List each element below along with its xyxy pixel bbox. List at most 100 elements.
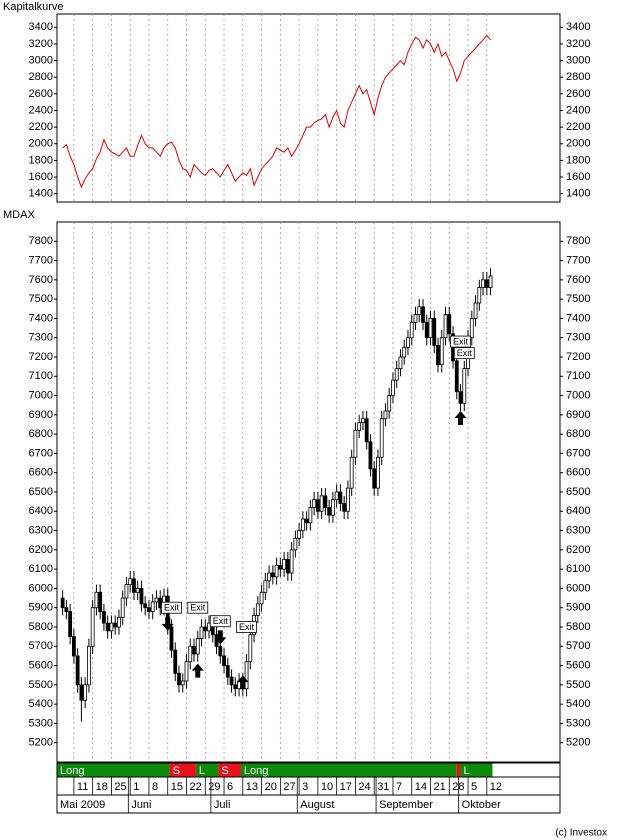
candle-body xyxy=(255,603,260,616)
candle-body xyxy=(342,503,347,512)
candle-body xyxy=(402,346,407,358)
y-tick-label-right: 7300 xyxy=(566,332,590,344)
candle-body xyxy=(409,321,414,339)
y-tick-label-right: 5400 xyxy=(566,698,590,710)
signal-arrow xyxy=(454,411,467,425)
candle-body xyxy=(315,499,320,512)
y-tick-label: 6900 xyxy=(29,409,53,421)
y-tick-label: 5300 xyxy=(29,717,53,729)
position-segment xyxy=(57,763,170,777)
candle-body xyxy=(199,626,204,639)
y-tick-label-right: 2000 xyxy=(566,138,590,150)
position-segment xyxy=(240,763,457,777)
candle-body xyxy=(180,680,185,686)
candle-body xyxy=(383,410,388,420)
y-tick-label-right: 5600 xyxy=(566,659,590,671)
candle-body xyxy=(379,418,384,458)
x-tick-label: 7 xyxy=(396,781,402,793)
candle-body xyxy=(398,356,403,369)
y-tick-label-right: 3200 xyxy=(566,38,590,50)
y-tick-label: 7000 xyxy=(29,389,53,401)
candle-body xyxy=(319,495,324,512)
candle-body xyxy=(244,661,249,690)
candle-body xyxy=(488,275,493,288)
candle-body xyxy=(113,622,118,628)
y-tick-label: 7100 xyxy=(29,370,53,382)
x-tick-label: 21 xyxy=(433,781,445,793)
month-label: September xyxy=(379,799,433,811)
candle-body xyxy=(225,665,230,678)
position-segment xyxy=(218,763,241,777)
candle-body xyxy=(192,645,196,655)
candle-body xyxy=(484,279,489,288)
x-tick-label: 17 xyxy=(340,781,352,793)
x-tick-label: 25 xyxy=(114,781,126,793)
candle-body xyxy=(469,318,474,339)
y-tick-label-right: 6300 xyxy=(566,524,590,536)
candle-body xyxy=(330,499,335,516)
candle-body xyxy=(248,634,253,663)
exit-box xyxy=(236,621,257,633)
y-tick-label: 2200 xyxy=(29,121,53,133)
chart-title: MDAX xyxy=(3,209,35,221)
candle-body xyxy=(368,441,373,470)
y-tick-label: 6400 xyxy=(29,505,53,517)
y-tick-label-right: 2400 xyxy=(566,104,590,116)
candle-body xyxy=(376,456,380,489)
y-tick-label: 7300 xyxy=(29,332,53,344)
position-label: L xyxy=(464,765,470,777)
month-label: August xyxy=(300,799,334,811)
candle-body xyxy=(357,422,362,431)
x-tick-label: 15 xyxy=(171,781,183,793)
candle-body xyxy=(473,302,478,319)
position-segment xyxy=(195,763,219,777)
candle-body xyxy=(432,318,437,346)
candle-body xyxy=(87,645,91,686)
y-tick-label: 6000 xyxy=(29,582,53,594)
candle-body xyxy=(372,468,377,489)
exit-box xyxy=(209,615,231,628)
y-tick-label: 2800 xyxy=(29,71,53,83)
y-tick-label: 3400 xyxy=(29,21,53,33)
position-segment xyxy=(169,763,196,777)
y-tick-label-right: 5900 xyxy=(566,602,590,614)
y-tick-label-right: 7700 xyxy=(566,254,590,266)
y-tick-label: 5700 xyxy=(29,640,53,652)
equity-line xyxy=(62,34,491,189)
candle-body xyxy=(436,345,440,366)
candle-body xyxy=(117,616,121,628)
position-segment xyxy=(456,763,461,777)
candle-body xyxy=(394,368,399,381)
y-tick-label-right: 6900 xyxy=(566,409,590,421)
y-tick-label-right: 3000 xyxy=(566,54,590,66)
signal-arrow xyxy=(161,616,174,631)
y-tick-label-right: 5300 xyxy=(566,717,590,729)
y-tick-label: 1800 xyxy=(29,154,53,166)
candle-body xyxy=(304,518,309,524)
month-label: Juni xyxy=(131,799,151,811)
candle-body xyxy=(229,676,234,686)
copyright: (c) Investox xyxy=(555,828,607,839)
candle-body xyxy=(184,661,189,682)
y-tick-label-right: 6600 xyxy=(566,467,590,479)
x-tick-label: 13 xyxy=(246,781,258,793)
y-tick-label: 5600 xyxy=(29,659,53,671)
candle-body xyxy=(413,314,418,323)
candle-body xyxy=(120,597,125,618)
x-tick-label: 5 xyxy=(471,781,477,793)
y-tick-label-right: 7200 xyxy=(566,351,590,363)
candle-body xyxy=(282,559,287,570)
x-tick-label: 22 xyxy=(190,781,202,793)
y-tick-label-right: 5500 xyxy=(566,679,590,691)
candle-body xyxy=(263,580,268,593)
y-tick-label: 7400 xyxy=(29,312,53,324)
y-tick-label: 6300 xyxy=(29,524,53,536)
signal-arrow xyxy=(236,675,249,690)
y-tick-label-right: 6700 xyxy=(566,447,590,459)
candle-body xyxy=(135,588,140,593)
candle-body xyxy=(188,645,193,663)
candle-body xyxy=(60,597,65,609)
position-segment xyxy=(460,763,493,777)
candle-body xyxy=(439,337,444,366)
y-tick-label-right: 2200 xyxy=(566,121,590,133)
